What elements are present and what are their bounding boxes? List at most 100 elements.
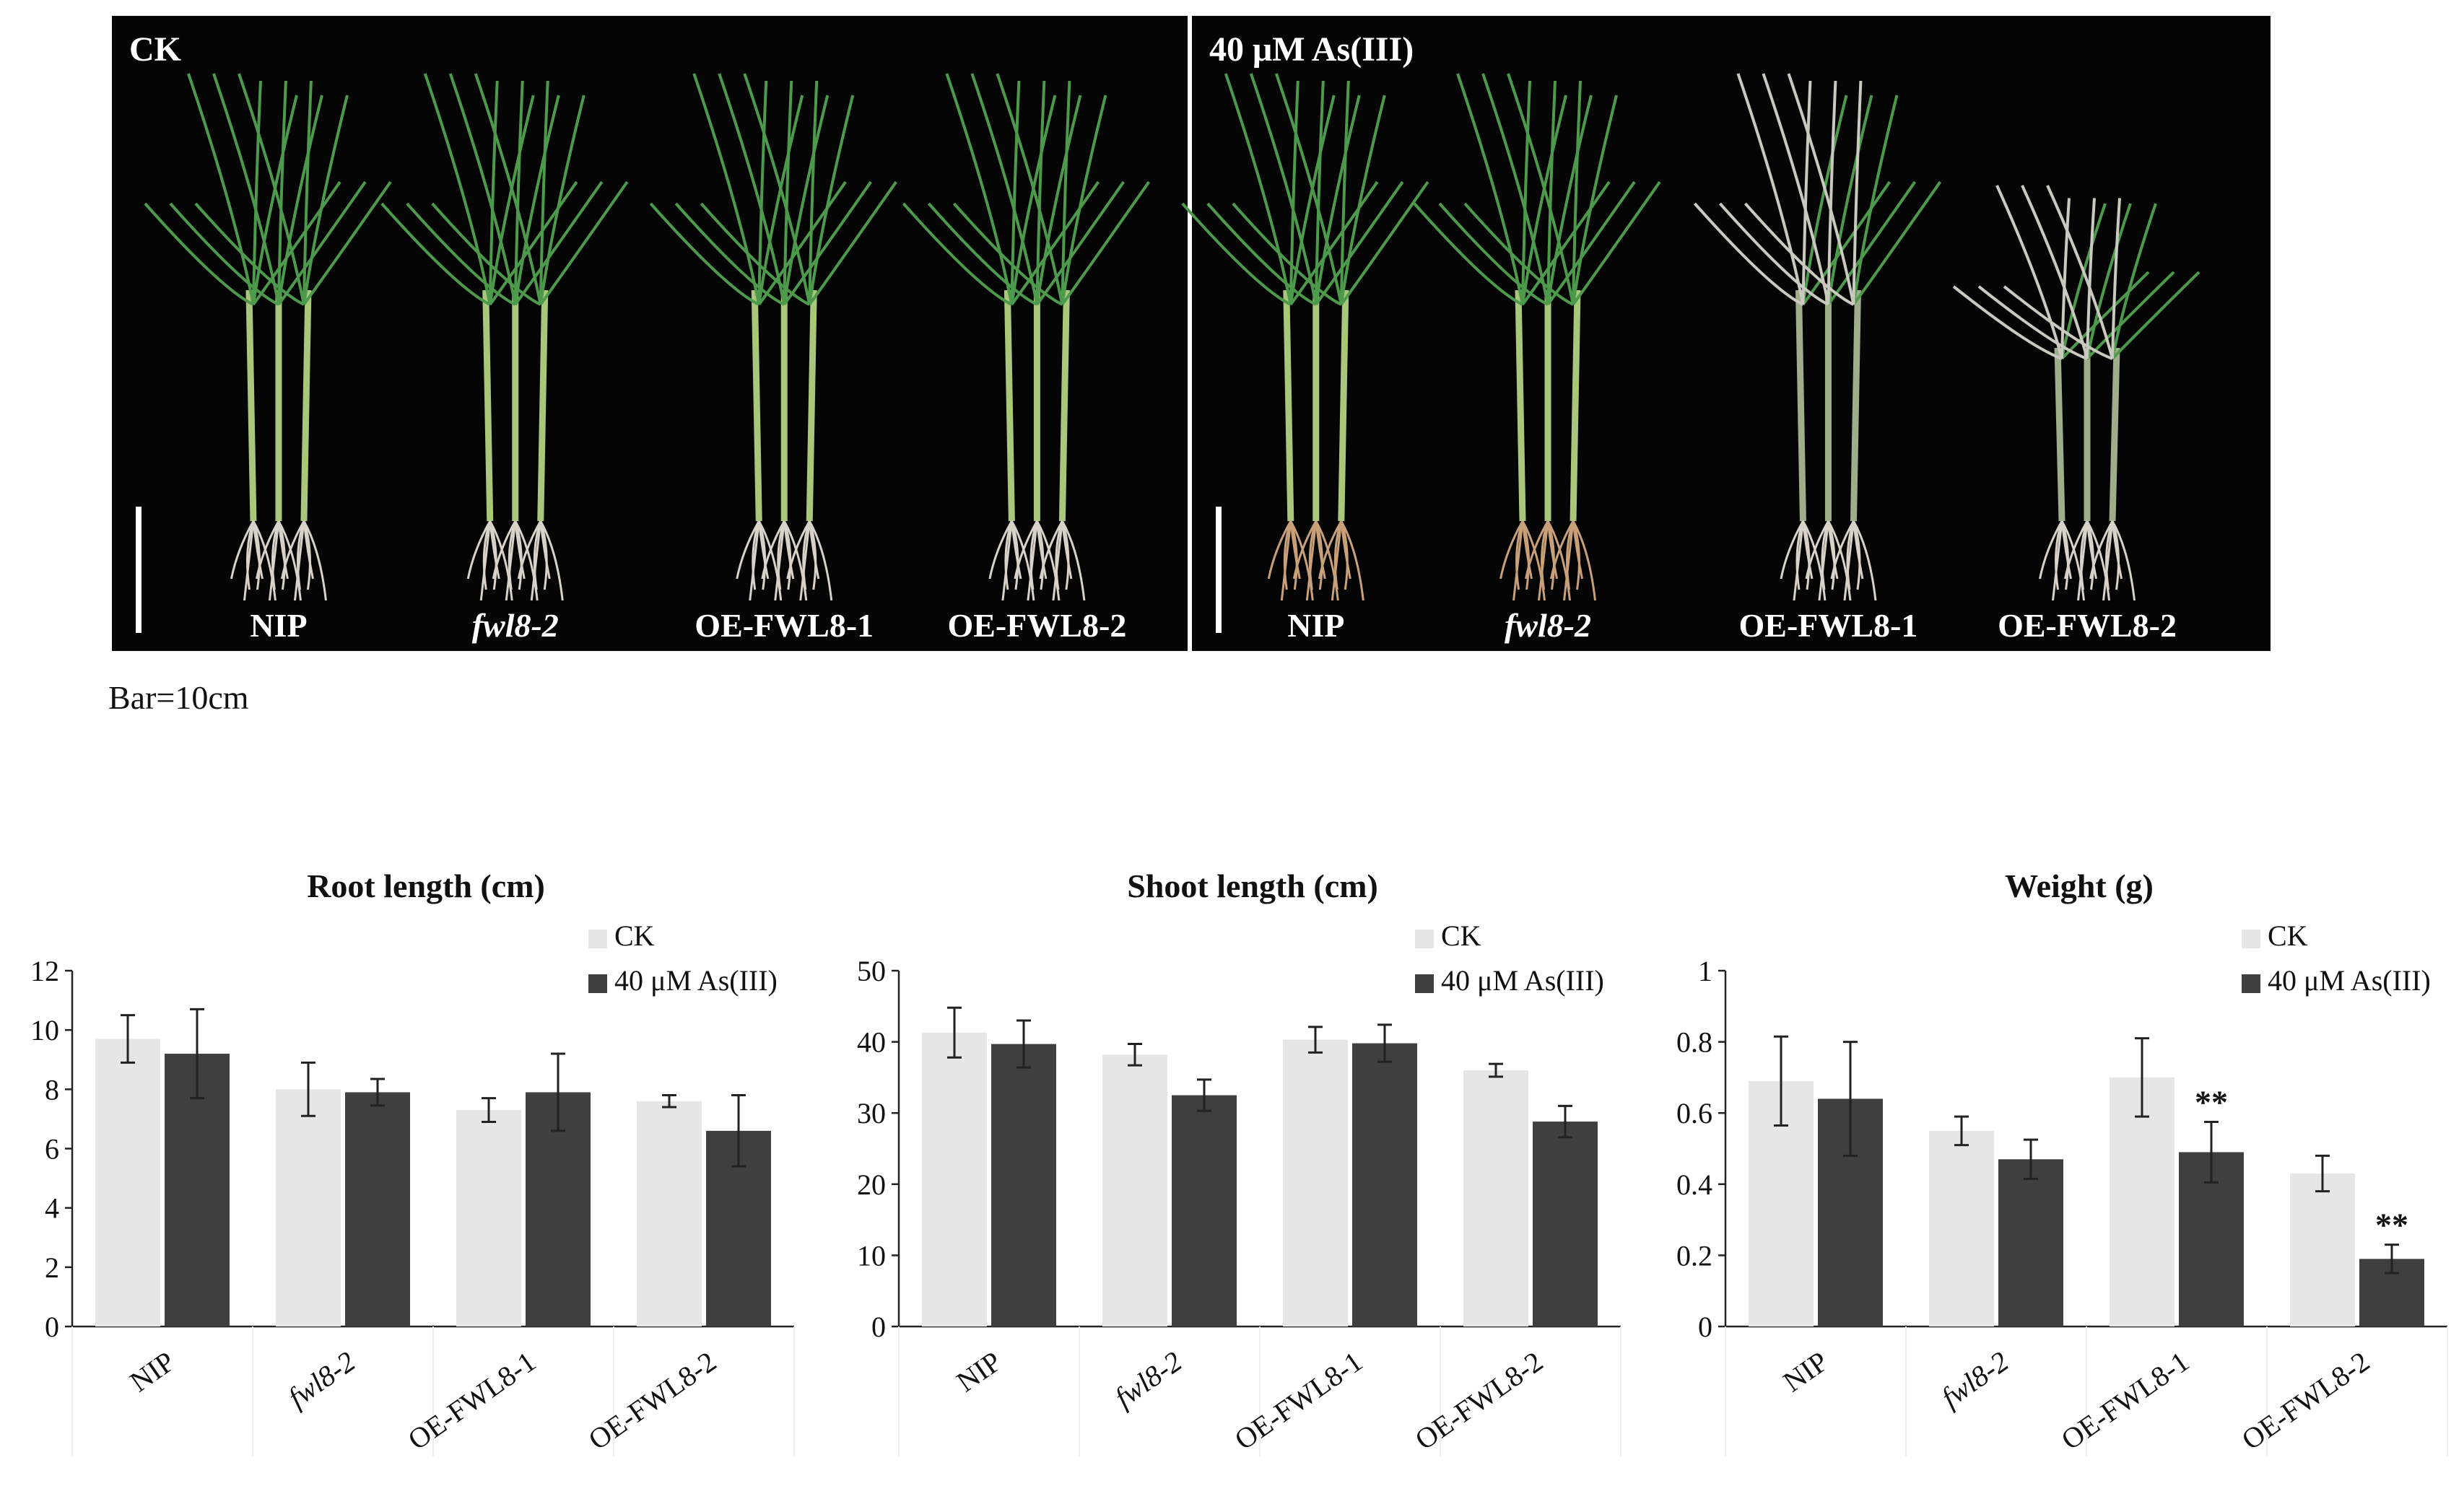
photo-genotype-label: OE-FWL8-1 [1739, 607, 1918, 644]
leaf [1852, 95, 1899, 305]
leaf [1035, 95, 1082, 305]
leaf [1010, 95, 1057, 305]
x-tick-label: OE-FWL8-1 [402, 1345, 541, 1456]
root [302, 520, 327, 601]
chart-title: Shoot length (cm) [1127, 867, 1378, 904]
leaf [692, 73, 761, 305]
root [783, 520, 808, 601]
root [774, 520, 785, 601]
leaf [2060, 271, 2150, 360]
bar-chart-3: Weight (g) 0 0.2 0.4 0.6 0.8 1 ** ** NIP fwl8-2 OE-… [1676, 867, 2448, 1456]
root [1780, 520, 1804, 580]
leaf [1289, 95, 1336, 305]
leaf [251, 80, 262, 305]
leaf [448, 73, 517, 305]
root [293, 520, 305, 601]
y-tick-label: 10 [857, 1239, 886, 1272]
root [808, 520, 833, 601]
root [1010, 520, 1019, 590]
leaf [2046, 185, 2114, 359]
root [530, 520, 542, 601]
seedling-group [1952, 185, 2200, 601]
leaf [277, 95, 323, 305]
root [1061, 520, 1086, 601]
root [1036, 520, 1061, 601]
root [749, 520, 760, 601]
y-tick-label: 0 [45, 1311, 59, 1343]
root [2077, 520, 2089, 601]
legend-label: CK [1441, 919, 1481, 952]
root [2055, 520, 2063, 590]
bar [456, 1110, 521, 1327]
x-tick-label: OE-FWL8-2 [583, 1345, 722, 1456]
y-tick-label: 1 [1698, 955, 1712, 987]
leaf [1181, 202, 1292, 306]
leaf [902, 202, 1013, 306]
bar [1533, 1122, 1598, 1327]
root [245, 520, 255, 590]
root [786, 520, 811, 580]
leaf [700, 202, 811, 306]
photo-genotype-label: OE-FWL8-2 [947, 607, 1126, 644]
x-tick-label: OE-FWL8-2 [2236, 1345, 2375, 1456]
leaf [2086, 271, 2175, 360]
bar-chart-2: Shoot length (cm) 0 10 20 30 40 50 NIP fwl8-2 OE-… [857, 867, 1621, 1456]
leaf [757, 80, 768, 305]
leaf [1743, 202, 1855, 306]
leaf [380, 202, 491, 306]
root [2060, 520, 2069, 590]
root [1795, 520, 1804, 590]
root [1333, 520, 1343, 590]
chart-title: Weight (g) [2005, 867, 2154, 904]
leaf [431, 202, 541, 306]
root [1035, 520, 1045, 590]
root [1802, 520, 1827, 601]
root [1853, 520, 1861, 590]
y-tick-label: 10 [30, 1014, 59, 1046]
photo-genotype-label: OE-FWL8-2 [1998, 607, 2177, 644]
bar [95, 1039, 160, 1327]
leaf [251, 95, 298, 305]
root [1315, 520, 1323, 590]
leaf [539, 180, 629, 306]
root [783, 520, 792, 590]
bar [345, 1092, 410, 1327]
leaf [1718, 202, 1829, 306]
leaf [1572, 95, 1618, 305]
leaf [474, 73, 542, 305]
leaf [1852, 80, 1863, 305]
significance-label: ** [2195, 1084, 2228, 1121]
legend-label: CK [614, 919, 655, 952]
root [2102, 520, 2114, 601]
leaf [423, 73, 492, 305]
leaf [2086, 198, 2097, 359]
root [1538, 520, 1549, 601]
leaf [757, 95, 804, 305]
root [539, 520, 564, 601]
leaf [1827, 95, 1873, 305]
root [514, 520, 523, 590]
y-tick-label: 4 [45, 1192, 59, 1225]
root [1572, 520, 1580, 590]
root [1308, 520, 1318, 590]
leaf [1314, 80, 1325, 305]
leaf [513, 80, 524, 305]
root [489, 520, 513, 601]
leaf [1952, 285, 2063, 360]
root [1853, 520, 1877, 601]
root [1521, 520, 1546, 601]
y-tick-label: 12 [30, 955, 59, 987]
seedling-group [902, 73, 1151, 601]
leaf [1481, 73, 1549, 305]
root [777, 520, 785, 590]
leaf [488, 95, 535, 305]
root [2080, 520, 2089, 590]
leaf [945, 73, 1014, 305]
root [1280, 520, 1292, 601]
root [1843, 520, 1855, 601]
legend-swatch [588, 974, 607, 993]
root [517, 520, 542, 580]
leaf [144, 202, 254, 306]
root [1827, 520, 1852, 601]
photo-genotype-label: NIP [1287, 607, 1344, 644]
